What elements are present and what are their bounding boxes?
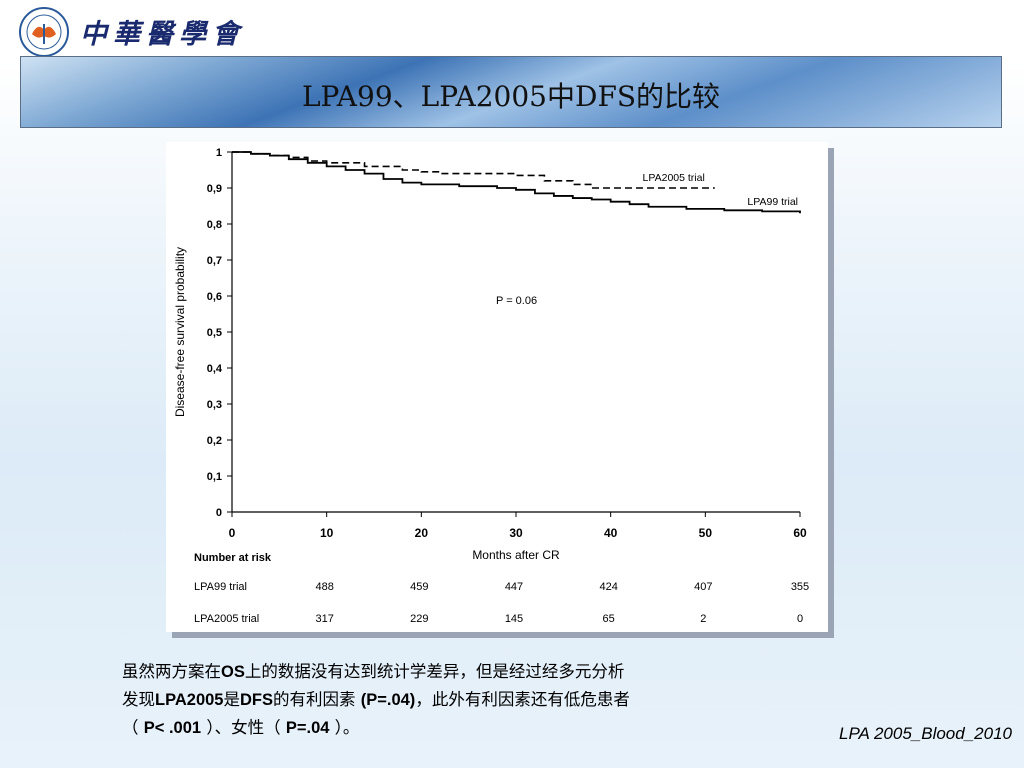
slide-title: LPA99、LPA2005中DFS的比较: [301, 80, 721, 113]
survival-chart-svg: 00,10,20,30,40,50,60,70,80,910 10 20 30 40 50…: [173, 147, 809, 625]
risk-value: 459: [410, 581, 428, 593]
x-tick-label: 50: [699, 526, 713, 540]
caption-text: 的有利因素: [272, 690, 361, 709]
header-strip: 中華醫學會: [0, 0, 1024, 57]
y-tick-label: 0,8: [207, 219, 222, 231]
p-value-annotation: P = 0.06: [496, 295, 537, 307]
y-tick-label: 0,5: [207, 327, 222, 339]
title-band: LPA99、LPA2005中DFS的比较: [20, 56, 1002, 128]
risk-value: 447: [505, 581, 523, 593]
caption-text: ）、女性（: [201, 718, 286, 737]
caption-bold: P< .001: [143, 719, 202, 737]
y-tick-label: 0,1: [207, 471, 222, 483]
y-tick-label: 1: [216, 147, 222, 159]
caption-bold: OS: [221, 663, 245, 681]
y-tick-label: 0,7: [207, 255, 222, 267]
series-label: LPA99 trial: [747, 196, 798, 208]
y-tick-label: 0,2: [207, 435, 222, 447]
y-tick-label: 0,4: [207, 363, 223, 375]
caption-line-3: （ P< .001 ）、女性（ P=.04 ）。: [122, 714, 842, 742]
x-tick-label: 0: [229, 526, 236, 540]
y-axis-label: Disease-free survival probability: [173, 247, 187, 417]
risk-value: 424: [599, 581, 617, 593]
y-tick-label: 0,6: [207, 291, 222, 303]
caption-bold: DFS: [239, 691, 273, 709]
caption-text: 上的数据没有达到统计学差异，但是经过经多元分析: [244, 662, 625, 681]
series-label: LPA2005 trial: [643, 172, 705, 184]
risk-value: 355: [791, 581, 809, 593]
caption: 虽然两方案在OS上的数据没有达到统计学差异，但是经过经多元分析 发现LPA200…: [122, 658, 842, 742]
x-tick-label: 30: [509, 526, 523, 540]
y-tick-label: 0,3: [207, 399, 222, 411]
caption-bold: LPA2005: [155, 691, 224, 709]
caption-bold: (P=.04): [360, 691, 416, 709]
risk-value: 0: [797, 613, 803, 625]
x-axis-label: Months after CR: [472, 548, 560, 562]
caption-text: （: [122, 718, 144, 737]
risk-row-label: LPA2005 trial: [194, 613, 259, 625]
caption-line-1: 虽然两方案在OS上的数据没有达到统计学差异，但是经过经多元分析: [122, 658, 842, 686]
caption-text: 是: [223, 690, 240, 709]
risk-value: 65: [603, 613, 615, 625]
survival-chart: 0 0,1 0,2 0,3 0,4 0,5 0,6 0,7 0,8 0,9 1 0 10 20 30 40 50…: [166, 142, 828, 632]
brand-text: 中華醫學會: [80, 19, 245, 50]
caption-text: 发现: [122, 690, 155, 709]
y-tick-label: 0: [216, 507, 222, 519]
series-line-lpa99: [232, 151, 801, 214]
caption-text: 虽然两方案在: [122, 662, 221, 681]
y-tick-label: 0,9: [207, 183, 222, 195]
x-tick-label: 40: [604, 526, 618, 540]
risk-value: 407: [694, 581, 712, 593]
risk-row-label: LPA99 trial: [194, 581, 247, 593]
reference-citation: LPA 2005_Blood_2010: [839, 724, 1012, 743]
caption-text: ，此外有利因素还有低危患者: [415, 690, 630, 709]
risk-value: 145: [505, 613, 523, 625]
x-tick-label: 60: [793, 526, 807, 540]
risk-value: 229: [410, 613, 428, 625]
risk-value: 488: [315, 581, 333, 593]
risk-value: 2: [700, 613, 706, 625]
x-tick-label: 10: [320, 526, 334, 540]
risk-table-title: Number at risk: [194, 552, 272, 564]
caption-text: ）。: [329, 718, 360, 737]
risk-value: 317: [315, 613, 333, 625]
chinese-medical-association-logo: [19, 7, 69, 57]
x-tick-label: 20: [415, 526, 429, 540]
caption-bold: P=.04: [285, 719, 330, 737]
caption-line-2: 发现LPA2005是DFS的有利因素 (P=.04)，此外有利因素还有低危患者: [122, 686, 842, 714]
